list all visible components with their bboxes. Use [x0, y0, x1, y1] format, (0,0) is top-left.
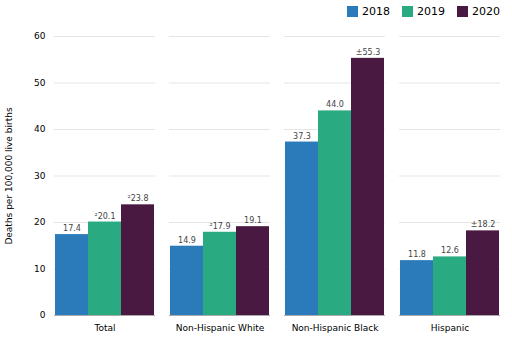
svg-text:37.3: 37.3: [293, 132, 311, 141]
svg-text:Deaths per 100,000 live births: Deaths per 100,000 live births: [4, 107, 14, 245]
svg-text:Total: Total: [93, 323, 115, 333]
svg-text:14.9: 14.9: [178, 236, 196, 245]
svg-text:²20.1: ²20.1: [94, 212, 115, 221]
svg-text:20: 20: [34, 217, 46, 227]
html-text:2018: 2018: [362, 4, 390, 18]
svg-text:60: 60: [34, 31, 46, 41]
svg-text:±18.2: ±18.2: [471, 220, 496, 229]
svg-text:44.0: 44.0: [326, 100, 344, 109]
html-text:2020: 2020: [472, 4, 500, 18]
html-text:2019: 2019: [417, 4, 445, 18]
svg-text:19.1: 19.1: [244, 216, 262, 225]
svg-text:50: 50: [34, 78, 46, 88]
svg-text:Non-Hispanic Black: Non-Hispanic Black: [292, 323, 380, 333]
svg-text:Hispanic: Hispanic: [431, 323, 469, 333]
svg-text:Non-Hispanic White: Non-Hispanic White: [176, 323, 265, 333]
svg-text:40: 40: [34, 124, 46, 134]
svg-text:²23.8: ²23.8: [127, 194, 148, 203]
svg-text:12.6: 12.6: [441, 246, 459, 255]
svg-text:30: 30: [34, 171, 46, 181]
svg-text:11.8: 11.8: [408, 250, 426, 259]
svg-text:17.4: 17.4: [63, 224, 81, 233]
svg-text:±55.3: ±55.3: [356, 48, 381, 57]
svg-text:²17.9: ²17.9: [209, 222, 230, 231]
svg-text:10: 10: [34, 264, 46, 274]
svg-text:0: 0: [40, 310, 46, 320]
